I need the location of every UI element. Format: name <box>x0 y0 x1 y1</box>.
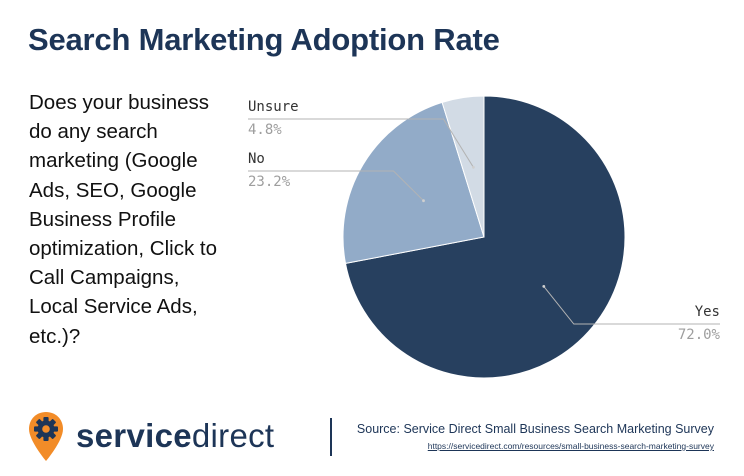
slice-label-no: No <box>248 151 265 167</box>
pie-slice-no <box>342 101 485 265</box>
slice-label-yes: Yes <box>695 304 720 320</box>
leader-line-yes <box>543 286 720 325</box>
logo-wordmark: servicedirect <box>76 417 274 455</box>
slice-label-unsure: Unsure <box>248 99 299 115</box>
pie-slice-yes <box>344 95 626 379</box>
logo-word-service: service <box>76 417 192 454</box>
slice-value-yes: 72.0% <box>678 327 721 343</box>
chart-title: Search Marketing Adoption Rate <box>28 22 500 57</box>
survey-question: Does your business do any search marketi… <box>29 91 217 348</box>
leader-dot-unsure <box>472 165 475 169</box>
source-block: Source: Service Direct Small Business Se… <box>357 422 714 451</box>
location-pin-gear-icon <box>29 412 63 461</box>
pie-slice-unsure <box>441 95 485 238</box>
source-link[interactable]: https://servicedirect.com/resources/smal… <box>427 441 714 451</box>
footer-divider <box>330 418 332 456</box>
leader-line-unsure <box>248 118 474 168</box>
leader-line-no <box>248 170 424 202</box>
leader-dot-yes <box>542 285 546 288</box>
leader-dot-no <box>422 199 425 203</box>
slice-value-no: 23.2% <box>248 174 291 190</box>
logo-word-direct: direct <box>191 417 275 454</box>
source-text: Source: Service Direct Small Business Se… <box>356 422 714 436</box>
slice-value-unsure: 4.8% <box>248 122 282 138</box>
service-direct-logo[interactable]: servicedirect <box>26 410 274 462</box>
pie-chart: Yes 72.0% No 23.2% Unsure 4.8% <box>248 95 721 379</box>
